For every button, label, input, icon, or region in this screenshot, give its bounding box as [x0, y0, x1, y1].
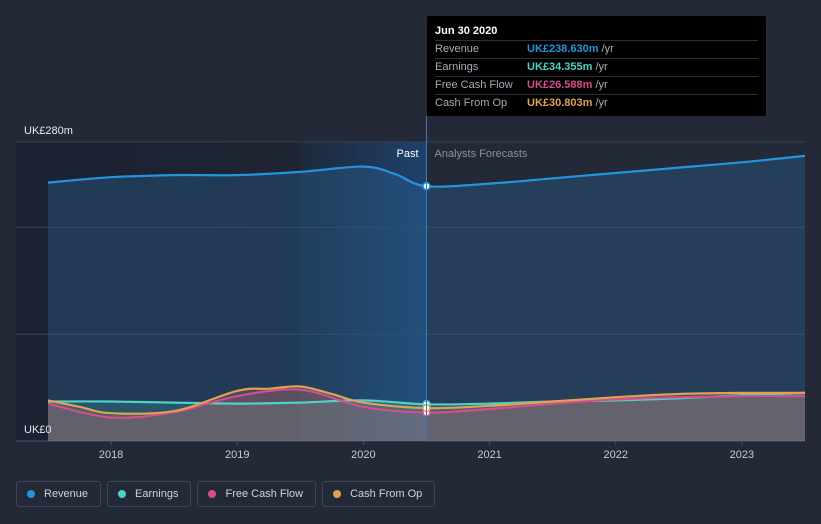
x-tick-label: 2018: [99, 449, 123, 461]
tooltip-value: UK£238.630m: [527, 43, 599, 55]
legend-item-earnings[interactable]: Earnings: [107, 481, 192, 507]
tooltip-unit: /yr: [595, 61, 608, 73]
tooltip-row-cash-from-op: Cash From Op UK£30.803m /yr: [435, 94, 758, 112]
legend-item-free-cash-flow[interactable]: Free Cash Flow: [197, 481, 317, 507]
tooltip-unit: /yr: [595, 97, 608, 109]
legend-label: Earnings: [135, 488, 179, 500]
legend-label: Cash From Op: [350, 488, 423, 500]
tooltip-row-free-cash-flow: Free Cash Flow UK£26.588m /yr: [435, 76, 758, 94]
tooltip-unit: /yr: [601, 43, 614, 55]
tooltip-row-revenue: Revenue UK£238.630m /yr: [435, 40, 758, 58]
past-label: Past: [396, 148, 418, 160]
legend-dot-icon: [27, 490, 35, 498]
tooltip-value: UK£26.588m: [527, 79, 593, 91]
tooltip-label: Earnings: [435, 61, 479, 73]
line-revenue: [47, 154, 806, 188]
x-tick-label: 2021: [477, 449, 501, 461]
legend-dot-icon: [333, 490, 342, 498]
x-tick-label: 2019: [225, 449, 249, 461]
tooltip-unit: /yr: [595, 79, 608, 91]
tooltip-value: UK£30.803m: [527, 97, 593, 109]
x-tick-label: 2022: [604, 449, 628, 461]
y-axis-label-top: UK£280m: [24, 125, 73, 137]
tooltip-label: Revenue: [435, 43, 480, 55]
legend-item-cash-from-op[interactable]: Cash From Op: [322, 481, 436, 507]
legend-label: Free Cash Flow: [225, 488, 304, 500]
y-axis-label-bottom: UK£0: [24, 424, 52, 436]
legend-dot-icon: [118, 490, 127, 498]
legend: Revenue Earnings Free Cash Flow Cash Fro…: [16, 481, 436, 507]
tooltip-date: Jun 30 2020: [435, 25, 498, 37]
legend-dot-icon: [208, 490, 217, 498]
x-tick-label: 2023: [730, 449, 754, 461]
tooltip-label: Cash From Op: [435, 97, 508, 109]
tooltip-value: UK£34.355m: [527, 61, 593, 73]
forecast-label: Analysts Forecasts: [435, 148, 528, 160]
x-tick-label: 2020: [351, 449, 375, 461]
legend-label: Revenue: [44, 488, 89, 500]
line-cash-from-op: [47, 385, 806, 415]
tooltip: Jun 30 2020 Revenue UK£238.630m /yr Earn…: [427, 16, 766, 116]
tooltip-row-earnings: Earnings UK£34.355m /yr: [435, 58, 758, 76]
tooltip-label: Free Cash Flow: [435, 79, 513, 91]
legend-item-revenue[interactable]: Revenue: [16, 481, 102, 507]
